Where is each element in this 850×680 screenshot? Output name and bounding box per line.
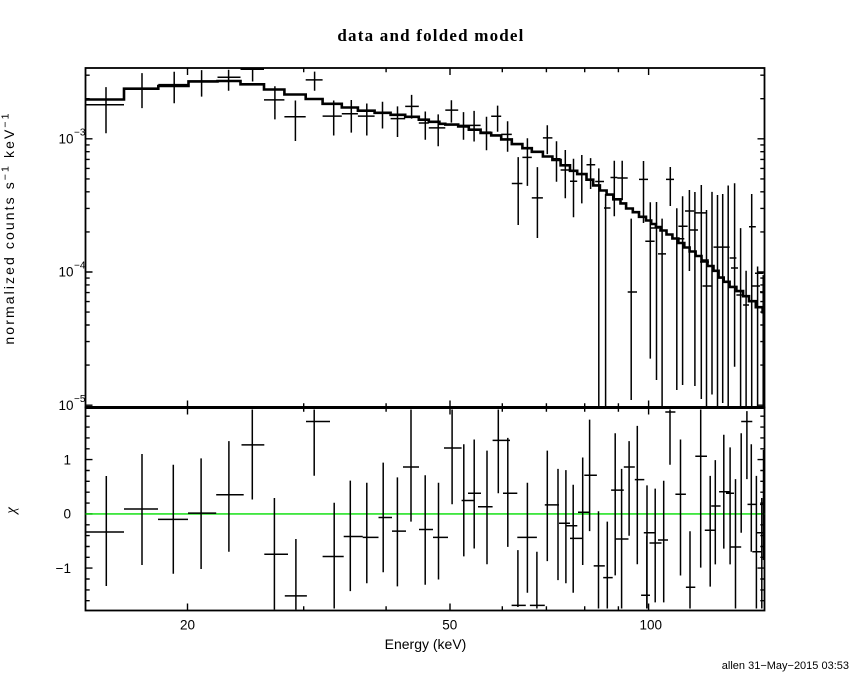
svg-text:1: 1 [63,453,71,468]
svg-text:10: 10 [58,132,73,147]
svg-text:allen 31−May−2015 03:53: allen 31−May−2015 03:53 [722,660,849,672]
svg-text:10: 10 [58,265,73,280]
svg-text:100: 100 [640,618,663,633]
svg-text:data and folded model: data and folded model [337,26,524,45]
svg-text:Energy (keV): Energy (keV) [385,636,467,652]
svg-text:50: 50 [442,618,457,633]
svg-text:0: 0 [63,507,71,522]
svg-text:−5: −5 [74,394,86,405]
svg-text:normalized counts s−1 keV−1: normalized counts s−1 keV−1 [0,111,17,344]
svg-text:10: 10 [58,398,73,413]
svg-text:χ: χ [4,507,20,516]
svg-text:20: 20 [180,618,195,633]
svg-text:−1: −1 [56,561,71,576]
svg-text:−4: −4 [74,261,86,272]
svg-text:−3: −3 [74,128,86,139]
